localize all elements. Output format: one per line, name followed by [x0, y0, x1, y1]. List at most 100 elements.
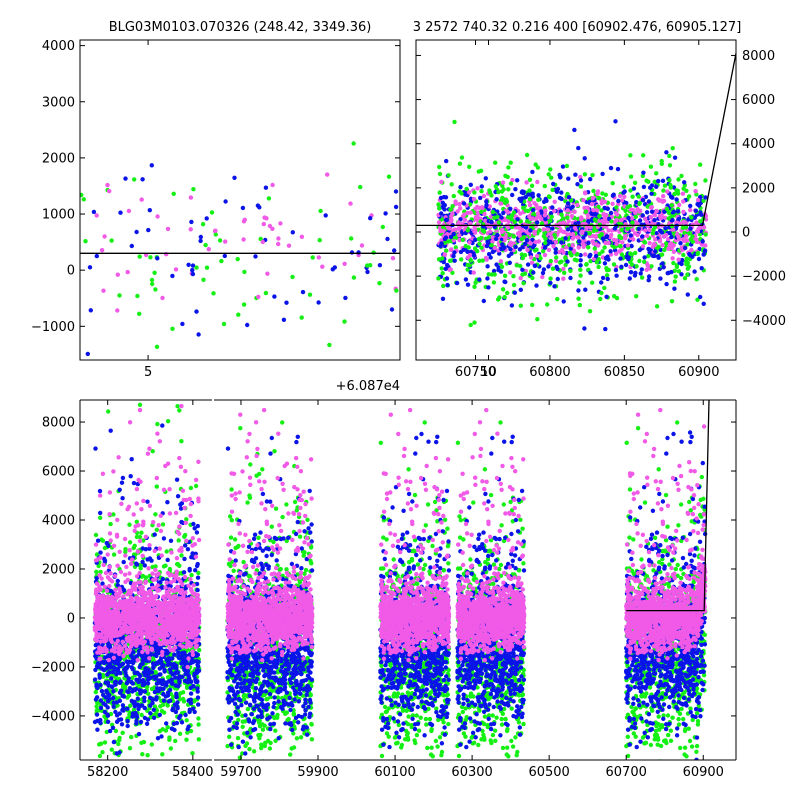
zoom-right-point-pink [480, 206, 485, 211]
full-point-blue [102, 709, 108, 715]
zoom-right-point-green [667, 153, 672, 159]
zoom-right-point-pink [581, 198, 586, 203]
zoom-left-xtick-label: 10 [480, 365, 497, 380]
full-point-blue [181, 660, 186, 665]
zoom-right-point-green [506, 165, 511, 170]
zoom-right-panel: 60750 60800 60850 60900 −4000 −2000 0 2000 4000 6… [415, 39, 786, 380]
zoom-right-point-blue [674, 197, 679, 202]
full-point-blue [144, 721, 150, 726]
zoom-right-point-pink [525, 247, 530, 253]
zoom-right-point-green [437, 206, 442, 211]
zoom-right-point-blue [604, 234, 610, 239]
zoom-right-point-pink [475, 186, 480, 191]
zoom-right-point-pink [553, 239, 559, 245]
zoom-right-point-green [499, 264, 505, 269]
zoom-right-point-pink [458, 206, 463, 211]
zoom-right-point-pink [529, 260, 535, 265]
zoom-left-point-green [242, 269, 247, 275]
full-point-blue [143, 655, 148, 660]
full-point-blue [119, 722, 125, 727]
zoom-right-point-green [546, 194, 552, 199]
zoom-right-point-green [549, 214, 554, 219]
zoom-right-point-green [550, 266, 556, 271]
zoom-right-point-pink [663, 215, 668, 220]
full-point-green [196, 716, 201, 721]
zoom-right-point-pink [561, 276, 566, 281]
zoom-left-point-blue [198, 234, 203, 240]
full-point-blue [194, 581, 200, 587]
full-point-blue [115, 578, 121, 584]
zoom-left-point-blue [300, 289, 306, 295]
full-point-blue [138, 719, 144, 725]
full-point-blue [180, 674, 185, 680]
zoom-right-point-green [666, 216, 671, 221]
zoom-right-point-blue [535, 220, 540, 225]
full-point-blue [172, 652, 177, 657]
zoom-left-point-green [171, 191, 176, 196]
zoom-left-point-blue [332, 265, 337, 270]
full-point-green [111, 512, 116, 517]
zoom-left-frame [79, 39, 401, 361]
zoom-right-point-green [548, 167, 553, 172]
zoom-right-point-pink [528, 216, 533, 221]
full-point-green [108, 521, 113, 527]
full-point-blue [156, 678, 161, 683]
zoom-right-point-blue [441, 194, 447, 200]
zoom-right-point-pink [472, 225, 477, 230]
zoom-right-point-pink [557, 221, 563, 226]
full-point-blue [134, 714, 140, 720]
zoom-right-point-pink [681, 219, 686, 225]
full-point-green [188, 485, 194, 491]
zoom-right-point-green [546, 172, 551, 177]
zoom-right-point-pink [648, 215, 654, 220]
full-point-blue [183, 712, 188, 718]
zoom-right-point-green [633, 214, 638, 219]
zoom-right-point-green [618, 244, 623, 249]
zoom-left-point-blue [223, 199, 228, 204]
zoom-right-point-green [633, 250, 638, 256]
zoom-right-point-blue [552, 284, 557, 289]
full-point-blue [187, 568, 192, 573]
full-point-blue [175, 670, 180, 675]
full-point-blue [112, 660, 118, 666]
zoom-right-point-pink [576, 235, 581, 240]
zoom-right-point-blue [566, 195, 572, 200]
zoom-left-point-green [204, 265, 210, 270]
zoom-right-point-green [646, 253, 651, 259]
zoom-left-point-green [371, 250, 376, 255]
zoom-right-point-pink [699, 242, 705, 247]
zoom-left-point-green [235, 256, 240, 262]
zoom-right-point-green [478, 219, 483, 224]
zoom-right-point-green [479, 245, 484, 250]
zoom-right-point-blue [444, 158, 449, 164]
zoom-right-point-blue [568, 246, 573, 251]
zoom-right-point-green [552, 232, 557, 237]
zoom-left-point-pink [278, 221, 283, 226]
zoom-right-point-blue [485, 276, 490, 281]
zoom-right-point-pink [585, 213, 591, 218]
full-point-blue [165, 500, 170, 505]
zoom-right-point-blue [661, 265, 666, 270]
zoom-right-point-blue [676, 216, 681, 222]
zoom-right-point-pink [580, 229, 585, 234]
zoom-right-point-blue [637, 218, 643, 223]
full-point-green [163, 728, 169, 733]
full-point-blue [157, 712, 162, 718]
zoom-right-point-green [457, 161, 463, 166]
zoom-right-point-green [695, 251, 700, 257]
full-point-blue [140, 689, 145, 694]
zoom-right-point-green [437, 164, 442, 170]
zoom-right-point-pink [653, 237, 658, 242]
full-point-green [127, 540, 133, 545]
zoom-right-point-blue [619, 264, 624, 269]
full-point-green [127, 746, 133, 751]
zoom-right-point-blue [697, 246, 702, 252]
full-point-green [120, 730, 125, 735]
zoom-right-point-green [527, 197, 533, 202]
zoom-right-point-green [441, 225, 446, 230]
zoom-right-point-blue [696, 256, 702, 262]
zoom-right-point-pink [503, 236, 508, 241]
zoom-right-point-green [649, 264, 654, 269]
zoom-right-point-green [577, 280, 582, 285]
zoom-right-point-green [612, 245, 617, 250]
